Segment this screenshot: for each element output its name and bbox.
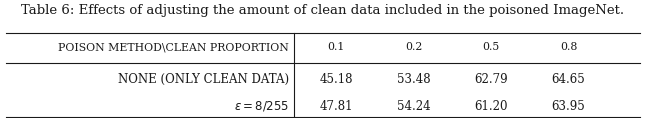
Text: 61.20: 61.20 [474,100,508,113]
Text: 53.48: 53.48 [397,73,430,86]
Text: 0.8: 0.8 [560,42,577,52]
Text: 0.1: 0.1 [328,42,344,52]
Text: NONE (ONLY CLEAN DATA): NONE (ONLY CLEAN DATA) [118,73,289,86]
Text: Table 6: Effects of adjusting the amount of clean data included in the poisoned : Table 6: Effects of adjusting the amount… [21,4,625,17]
Text: 0.5: 0.5 [483,42,499,52]
Text: 45.18: 45.18 [319,73,353,86]
Text: $\varepsilon = 8/255$: $\varepsilon = 8/255$ [234,99,289,113]
Text: 47.81: 47.81 [319,100,353,113]
Text: 64.65: 64.65 [552,73,585,86]
Text: 54.24: 54.24 [397,100,430,113]
Text: 0.2: 0.2 [405,42,422,52]
Text: POISON METHOD\CLEAN PROPORTION: POISON METHOD\CLEAN PROPORTION [58,42,289,52]
Text: 62.79: 62.79 [474,73,508,86]
Text: 63.95: 63.95 [552,100,585,113]
